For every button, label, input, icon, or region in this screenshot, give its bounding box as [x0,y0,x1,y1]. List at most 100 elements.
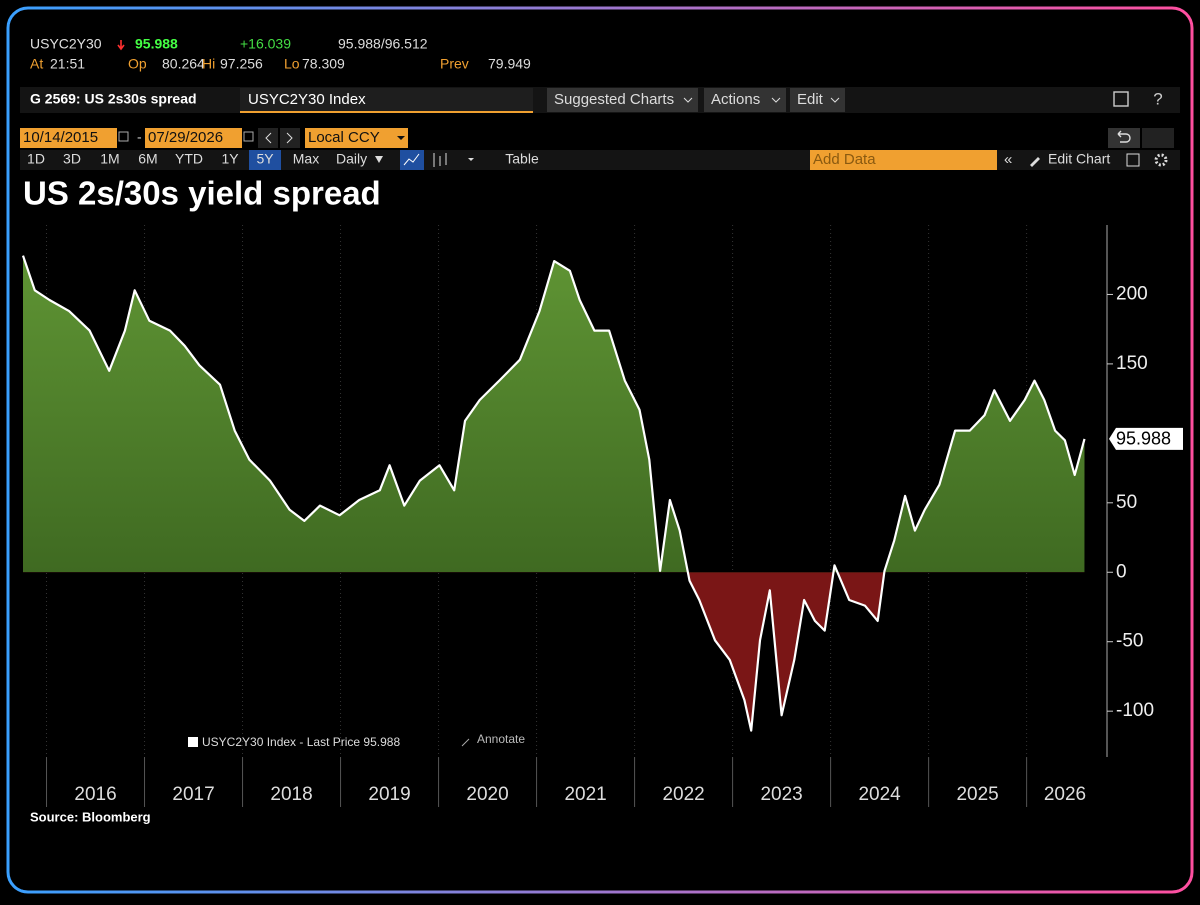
prev-arrow [265,132,272,144]
open-label: Op [128,56,147,72]
legend-swatch [188,737,198,747]
gear-icon[interactable] [1154,153,1168,167]
y-tick-label: 50 [1116,492,1137,513]
line-chart-icon[interactable] [400,150,424,170]
frequency: Daily [336,151,367,167]
undo-icon [1117,130,1131,143]
y-tick-label: 200 [1116,283,1148,304]
edit-chart[interactable]: Edit Chart [1048,151,1110,167]
time: 21:51 [50,56,85,72]
series-line [21,255,1086,732]
dropdown-arrow [771,97,781,103]
x-tick-label: 2024 [858,784,901,805]
toolbar-buttons: Suggested Charts Actions Edit [547,88,845,112]
open: 80.264 [162,56,205,72]
calendar-icon[interactable] [118,131,129,142]
x-tick-label: 2019 [368,784,410,805]
table-button[interactable]: Table [505,151,539,167]
period-button[interactable]: Max [293,151,319,167]
toolbar-button-label: Edit [797,91,824,108]
chart-title: US 2s/30s yield spread [23,175,381,212]
x-tick-label: 2018 [270,784,312,805]
y-tick-label: 150 [1116,353,1148,374]
period-button[interactable]: 3D [63,151,81,167]
toolbar-button-label: Actions [711,91,760,108]
high-label: Hi [202,56,215,72]
selected-period-bg [249,150,281,170]
next-arrow [286,132,293,144]
add-data: Add Data [813,151,876,168]
pencil-icon [1030,157,1040,167]
settings-box-icon[interactable] [1126,153,1140,167]
end-date: 07/29/2026 [148,129,223,146]
toolbar-button[interactable] [704,88,786,112]
y-tick-label: 0 [1116,561,1127,582]
collapse-icon[interactable]: « [1004,151,1012,168]
bid-ask: 95.988/96.512 [338,36,428,52]
last-value-label: 95.988 [1116,429,1171,449]
x-tick-label: 2017 [172,784,214,805]
currency-box[interactable] [305,128,408,148]
negative-area [687,572,885,731]
calendar-icon[interactable] [243,131,254,142]
chart: 2016 2017 2018 2019 2020 2021 2022 2023 2024 2025… [21,225,1183,824]
toolbar-button[interactable] [790,88,845,112]
toolbar-button[interactable] [547,88,698,112]
x-tick-label: 2020 [466,784,508,805]
ticker: USYC2Y30 [30,36,102,52]
period-button[interactable]: 1D [27,151,45,167]
start-date-box[interactable] [20,128,117,148]
date-separator: - [137,129,142,145]
period-button[interactable]: 1Y [221,151,239,167]
undo-button[interactable] [1108,128,1140,148]
toolbar-button-label: Suggested Charts [554,91,674,108]
currency: Local CCY [308,129,380,146]
prev-button[interactable] [258,128,278,148]
period-button[interactable]: YTD [175,151,203,167]
dropdown-arrow [830,97,840,103]
frequency-arrow [375,156,383,163]
security-input[interactable] [240,88,533,112]
last-value-badge [1109,427,1183,450]
chart-type-arrow [468,158,474,161]
quote-header: USYC2Y30 95.988 +16.039 95.988/96.512 At… [30,36,531,72]
help-icon[interactable]: ? [1153,89,1162,108]
annotate-icon [461,738,470,747]
x-tick-label: 2016 [74,784,116,805]
down-arrow [117,40,125,51]
annotate-button[interactable]: Annotate [477,732,525,746]
x-tick-label: 2023 [760,784,802,805]
redo-button[interactable] [1142,128,1174,148]
bar-chart-icon[interactable] [433,153,447,167]
x-tick-label: 2025 [956,784,998,805]
dropdown-arrow [683,97,693,103]
low-label: Lo [284,56,300,72]
export-icon[interactable] [1113,91,1129,107]
period-button[interactable]: 6M [138,151,157,167]
function-title: G 2569: US 2s30s spread [30,91,197,107]
y-tick-label: -100 [1116,700,1154,721]
x-tick-label: 2022 [662,784,704,805]
source: Source: Bloomberg [30,809,151,824]
next-button[interactable] [280,128,300,148]
low: 78.309 [302,56,345,72]
high: 97.256 [220,56,263,72]
security: USYC2Y30 Index [248,91,366,108]
positive-area [23,255,1085,573]
prev: 79.949 [488,56,531,72]
add-data-box[interactable] [810,150,997,170]
x-tick-label: 2026 [1044,784,1086,805]
change: +16.039 [240,36,291,52]
period-button[interactable]: 5Y [256,151,274,167]
at-label: At [30,56,43,72]
start-date: 10/14/2015 [23,129,98,146]
period-buttons: 1D 3D 1M 6M YTD 1Y 5Y Max [27,150,319,170]
x-tick-label: 2021 [564,784,606,805]
dropdown-arrow [397,136,405,140]
line-chart-glyph [403,153,420,166]
period-button[interactable]: 1M [100,151,119,167]
y-tick-label: -50 [1116,631,1143,652]
legend-label: USYC2Y30 Index - Last Price 95.988 [202,735,400,749]
end-date-box[interactable] [145,128,242,148]
